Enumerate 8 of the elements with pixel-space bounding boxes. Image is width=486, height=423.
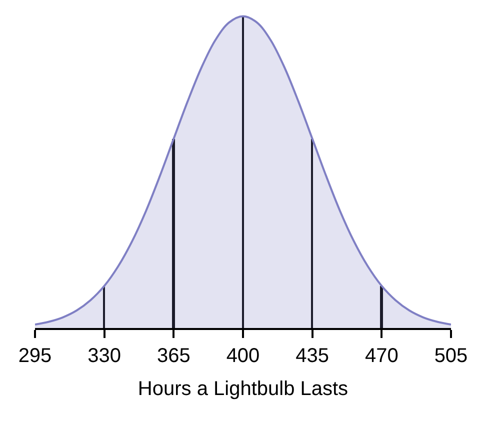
x-tick-label: 365 [156,344,190,367]
x-tick-label: 295 [18,344,52,367]
x-tick-label: 400 [226,344,260,367]
x-tick-label: 505 [434,344,468,367]
x-axis-title: Hours a Lightbulb Lasts [138,378,348,400]
x-tick-label: 470 [364,344,398,367]
x-tick-label: 330 [88,344,122,367]
x-tick-label: 435 [296,344,330,367]
